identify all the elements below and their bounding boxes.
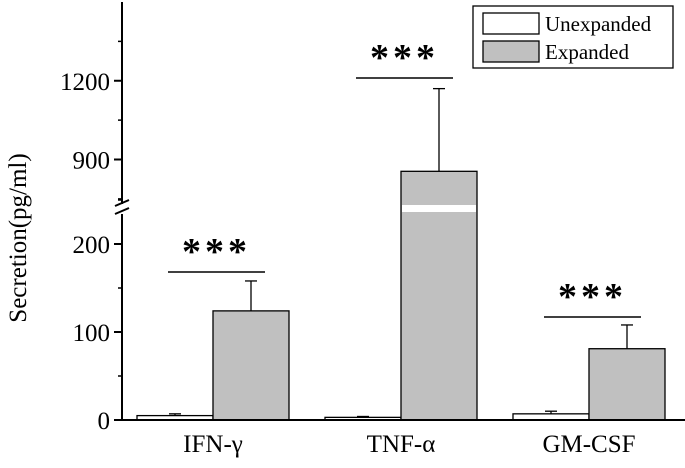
bar-1-2 xyxy=(588,348,666,421)
legend-swatch-1 xyxy=(482,40,540,63)
bar-1-0 xyxy=(212,310,290,421)
bar-break-gap-1 xyxy=(402,205,476,212)
significance-marker-1: *** xyxy=(370,37,439,79)
legend: Unexpanded Expanded xyxy=(472,5,674,69)
y-tick-label-4: 1200 xyxy=(60,69,110,96)
chart-marks: *** *** *** xyxy=(136,37,666,421)
y-axis-label: Secretion(pg/ml) xyxy=(5,153,32,322)
y-tick-label-3: 900 xyxy=(73,148,111,175)
legend-label-0: Unexpanded xyxy=(545,12,652,36)
y-axis-break-mark-1 xyxy=(114,199,130,207)
significance-marker-0: *** xyxy=(182,231,251,273)
x-tick-label-1: TNF-α xyxy=(367,431,436,458)
legend-label-1: Expanded xyxy=(545,40,629,64)
significance-marker-2: *** xyxy=(558,276,627,318)
y-axis-break-mark-2 xyxy=(114,207,130,215)
axes: IFN-γ TNF-α GM-CSF 0 100 200 900 1200 xyxy=(60,2,685,458)
legend-swatch-0 xyxy=(482,12,540,35)
x-tick-label-0: IFN-γ xyxy=(183,431,243,458)
y-tick-label-0: 0 xyxy=(98,408,111,435)
bar-1-1 xyxy=(400,170,478,421)
y-tick-label-1: 100 xyxy=(73,320,111,347)
x-tick-label-2: GM-CSF xyxy=(542,431,635,458)
y-tick-label-2: 200 xyxy=(73,232,111,259)
